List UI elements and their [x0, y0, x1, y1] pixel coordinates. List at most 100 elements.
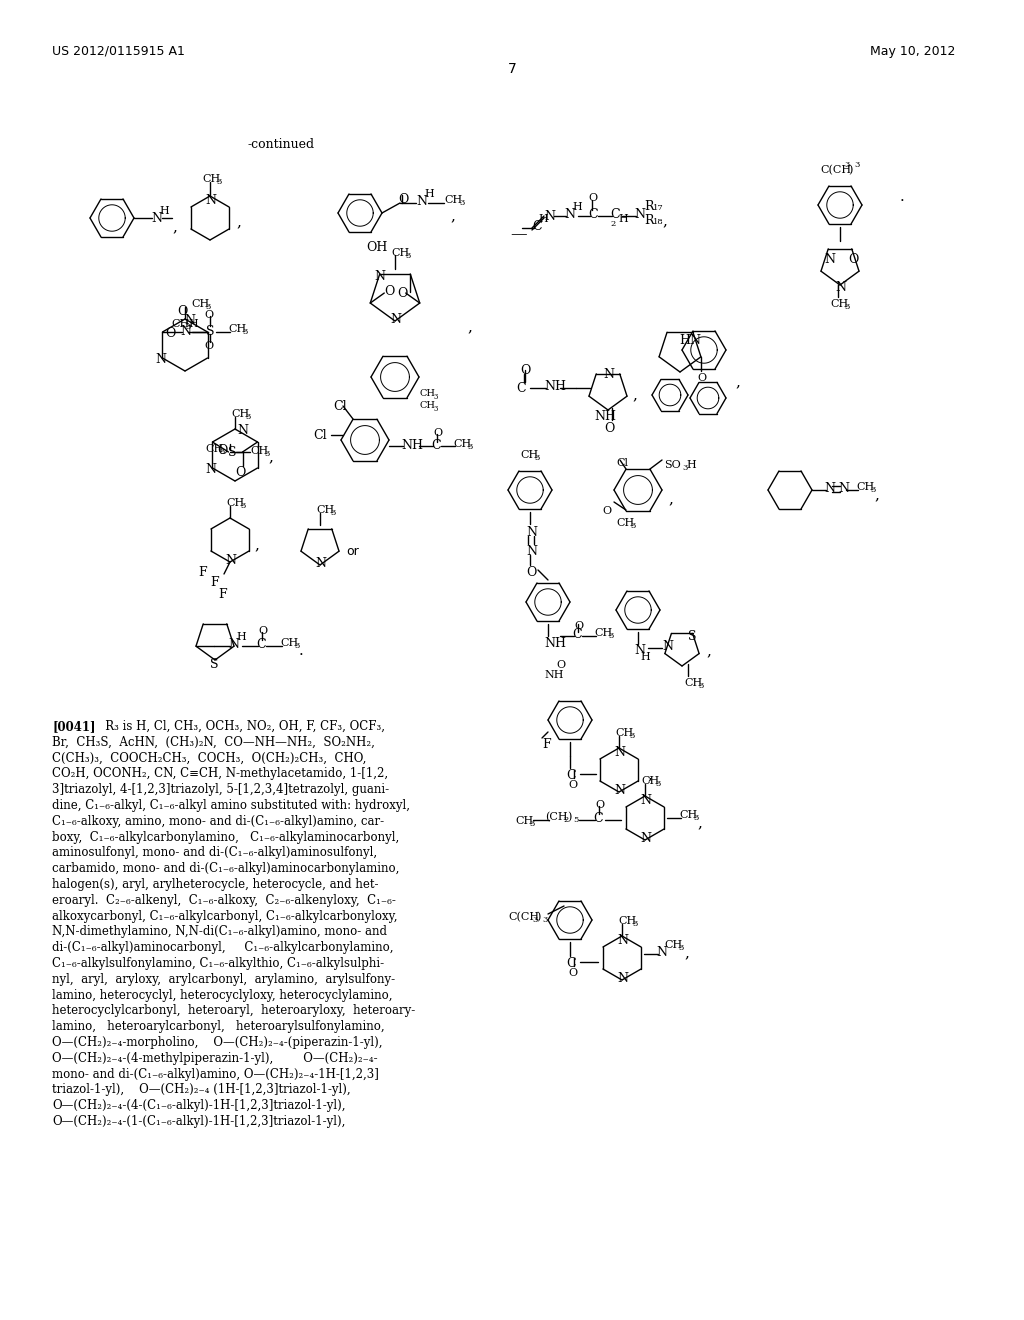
Text: H: H [159, 206, 169, 216]
Text: 3: 3 [698, 682, 703, 690]
Text: N: N [617, 935, 628, 946]
Text: CH: CH [419, 389, 435, 399]
Text: C: C [572, 628, 582, 642]
Text: ,: , [735, 375, 740, 389]
Text: 3: 3 [870, 486, 876, 494]
Text: N: N [617, 972, 628, 985]
Text: HN: HN [679, 334, 701, 347]
Text: C: C [566, 957, 575, 970]
Text: O: O [384, 285, 394, 298]
Text: 3: 3 [678, 944, 683, 952]
Text: —: — [510, 226, 526, 243]
Text: C: C [532, 220, 542, 234]
Text: H: H [618, 214, 628, 224]
Text: O: O [595, 800, 604, 810]
Text: CH: CH [444, 195, 462, 205]
Text: 3: 3 [406, 252, 411, 260]
Text: CH: CH [228, 323, 247, 334]
Text: 3: 3 [630, 521, 635, 531]
Text: O: O [433, 428, 442, 438]
Text: 3: 3 [693, 814, 698, 822]
Text: 3: 3 [534, 454, 540, 462]
Text: CH: CH [618, 916, 636, 927]
Text: (CH: (CH [545, 812, 567, 822]
Text: R₃ is H, Cl, CH₃, OCH₃, NO₂, OH, F, CF₃, OCF₃,: R₃ is H, Cl, CH₃, OCH₃, NO₂, OH, F, CF₃,… [94, 719, 385, 733]
Text: O: O [205, 310, 214, 319]
Text: H: H [640, 652, 650, 663]
Text: O: O [205, 341, 214, 351]
Text: ): ) [567, 812, 571, 822]
Text: 3: 3 [682, 465, 687, 473]
Text: mono- and di-(C₁₋₆-alkyl)amino, O—(CH₂)₂₋₄-1H-[1,2,3]: mono- and di-(C₁₋₆-alkyl)amino, O—(CH₂)₂… [52, 1068, 379, 1081]
Text: O: O [568, 780, 578, 789]
Text: O: O [258, 626, 267, 636]
Text: aminosulfonyl, mono- and di-(C₁₋₆-alkyl)aminosulfonyl,: aminosulfonyl, mono- and di-(C₁₋₆-alkyl)… [52, 846, 377, 859]
Text: 7: 7 [508, 62, 516, 77]
Text: O—(CH₂)₂₋₄-(4-methylpiperazin-1-yl),        O—(CH₂)₂₋₄-: O—(CH₂)₂₋₄-(4-methylpiperazin-1-yl), O—(… [52, 1052, 378, 1065]
Text: S: S [207, 325, 215, 338]
Text: .: . [299, 644, 304, 659]
Text: H: H [424, 189, 434, 199]
Text: lamino, heterocyclyl, heterocyclyloxy, heterocyclylamino,: lamino, heterocyclyl, heterocyclyloxy, h… [52, 989, 392, 1002]
Text: O: O [526, 566, 537, 579]
Text: ,: , [662, 214, 667, 228]
Text: O: O [556, 660, 565, 671]
Text: N: N [526, 545, 537, 558]
Text: CH: CH [191, 300, 209, 309]
Text: CH: CH [316, 506, 334, 515]
Text: N: N [544, 210, 555, 223]
Text: N: N [315, 557, 326, 570]
Text: CH: CH [684, 678, 702, 688]
Text: 17: 17 [653, 205, 664, 213]
Text: CH: CH [391, 248, 410, 257]
Text: SO: SO [664, 459, 681, 470]
Text: N: N [184, 314, 195, 327]
Text: N: N [640, 832, 651, 845]
Text: CH: CH [202, 174, 220, 183]
Text: 2: 2 [563, 816, 568, 824]
Text: CH: CH [856, 482, 874, 492]
Text: O: O [398, 193, 409, 206]
Text: N: N [390, 313, 401, 326]
Text: dine, C₁₋₆-alkyl, C₁₋₆-alkyl amino substituted with: hydroxyl,: dine, C₁₋₆-alkyl, C₁₋₆-alkyl amino subst… [52, 799, 410, 812]
Text: C: C [431, 440, 440, 451]
Text: heterocyclylcarbonyl,  heteroaryl,  heteroaryloxy,  heteroary-: heterocyclylcarbonyl, heteroaryl, hetero… [52, 1005, 416, 1018]
Text: N: N [375, 271, 386, 282]
Text: N: N [225, 554, 236, 568]
Text: CH: CH [615, 729, 633, 738]
Text: CO₂H, OCONH₂, CN, C≡CH, N-methylacetamido, 1-[1,2,: CO₂H, OCONH₂, CN, C≡CH, N-methylacetamid… [52, 767, 388, 780]
Text: ,: , [236, 215, 241, 228]
Text: CH: CH [664, 940, 682, 950]
Text: N: N [228, 638, 239, 651]
Text: H: H [686, 459, 695, 470]
Text: 3: 3 [844, 304, 849, 312]
Text: eroaryl.  C₂₋₆-alkenyl,  C₁₋₆-alkoxy,  C₂₋₆-alkenyloxy,  C₁₋₆-: eroaryl. C₂₋₆-alkenyl, C₁₋₆-alkoxy, C₂₋₆… [52, 894, 396, 907]
Text: carbamido, mono- and di-(C₁₋₆-alkyl)aminocarbonylamino,: carbamido, mono- and di-(C₁₋₆-alkyl)amin… [52, 862, 399, 875]
Text: H: H [188, 319, 199, 329]
Text: N: N [662, 640, 673, 653]
Text: C: C [593, 812, 603, 825]
Text: 3: 3 [330, 510, 336, 517]
Text: OH: OH [366, 242, 387, 253]
Text: H: H [538, 214, 548, 224]
Text: CH: CH [641, 776, 659, 785]
Text: CH: CH [226, 498, 245, 508]
Text: CH: CH [251, 446, 268, 455]
Text: May 10, 2012: May 10, 2012 [870, 45, 955, 58]
Text: 3: 3 [205, 304, 210, 312]
Text: ,: , [467, 319, 472, 334]
Text: lamino,   heteroarylcarbonyl,   heteroarylsulfonylamino,: lamino, heteroarylcarbonyl, heteroarylsu… [52, 1020, 385, 1034]
Text: N: N [838, 482, 849, 495]
Text: 5: 5 [573, 816, 579, 824]
Text: N: N [634, 209, 645, 220]
Text: N: N [205, 194, 216, 207]
Text: alkoxycarbonyl, C₁₋₆-alkylcarbonyl, C₁₋₆-alkylcarbonyloxy,: alkoxycarbonyl, C₁₋₆-alkylcarbonyl, C₁₋₆… [52, 909, 397, 923]
Text: NH: NH [401, 440, 423, 451]
Text: Cl: Cl [616, 458, 628, 469]
Text: N: N [156, 352, 167, 366]
Text: 3: 3 [632, 920, 637, 928]
Text: C: C [610, 209, 620, 220]
Text: O: O [397, 286, 409, 300]
Text: C: C [566, 770, 575, 781]
Text: 3: 3 [459, 199, 464, 207]
